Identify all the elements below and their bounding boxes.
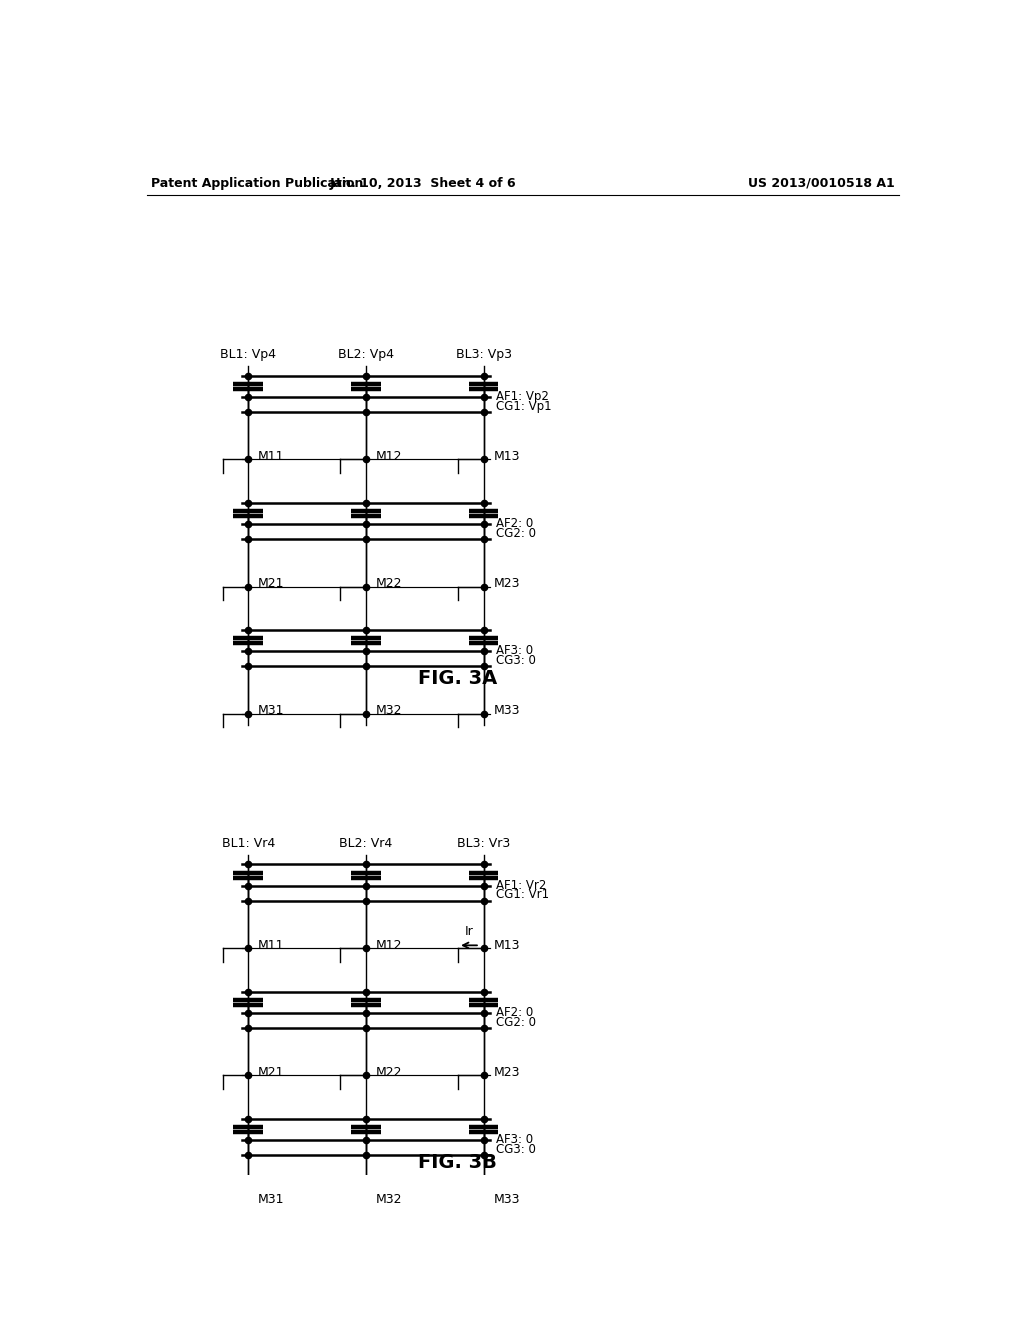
Text: CG2: 0: CG2: 0	[496, 1015, 537, 1028]
Text: M22: M22	[376, 1065, 402, 1078]
Text: Jan. 10, 2013  Sheet 4 of 6: Jan. 10, 2013 Sheet 4 of 6	[329, 177, 516, 190]
Text: FIG. 3A: FIG. 3A	[418, 669, 497, 688]
Text: Ir: Ir	[465, 925, 473, 939]
Text: M23: M23	[494, 577, 520, 590]
Text: AF1: Vp2: AF1: Vp2	[496, 389, 549, 403]
Text: M13: M13	[494, 450, 520, 463]
Text: US 2013/0010518 A1: US 2013/0010518 A1	[749, 177, 895, 190]
Text: M33: M33	[494, 704, 520, 717]
Text: AF2: 0: AF2: 0	[496, 517, 534, 529]
Text: M21: M21	[258, 577, 285, 590]
Text: M31: M31	[258, 704, 285, 717]
Text: AF2: 0: AF2: 0	[496, 1006, 534, 1019]
Text: FIG. 3B: FIG. 3B	[418, 1154, 497, 1172]
Text: M13: M13	[494, 939, 520, 952]
Text: M32: M32	[376, 1193, 402, 1206]
Text: M11: M11	[258, 939, 285, 952]
Text: BL1: Vr4: BL1: Vr4	[221, 837, 274, 850]
Text: CG3: 0: CG3: 0	[496, 653, 536, 667]
Text: CG1: Vp1: CG1: Vp1	[496, 400, 552, 413]
Text: M22: M22	[376, 577, 402, 590]
Text: AF3: 0: AF3: 0	[496, 1133, 534, 1146]
Text: BL2: Vp4: BL2: Vp4	[338, 348, 394, 360]
Text: Patent Application Publication: Patent Application Publication	[152, 177, 364, 190]
Text: BL2: Vr4: BL2: Vr4	[339, 837, 392, 850]
Text: M33: M33	[494, 1193, 520, 1206]
Text: M31: M31	[258, 1193, 285, 1206]
Text: M11: M11	[258, 450, 285, 463]
Text: AF1: Vr2: AF1: Vr2	[496, 879, 547, 892]
Text: BL1: Vp4: BL1: Vp4	[220, 348, 276, 360]
Text: M23: M23	[494, 1065, 520, 1078]
Text: M21: M21	[258, 1065, 285, 1078]
Text: M32: M32	[376, 704, 402, 717]
Text: CG2: 0: CG2: 0	[496, 527, 537, 540]
Text: M12: M12	[376, 939, 402, 952]
Text: M12: M12	[376, 450, 402, 463]
Text: CG1: Vr1: CG1: Vr1	[496, 888, 549, 902]
Text: BL3: Vr3: BL3: Vr3	[457, 837, 510, 850]
Text: BL3: Vp3: BL3: Vp3	[456, 348, 512, 360]
Text: CG3: 0: CG3: 0	[496, 1143, 536, 1155]
Text: AF3: 0: AF3: 0	[496, 644, 534, 657]
